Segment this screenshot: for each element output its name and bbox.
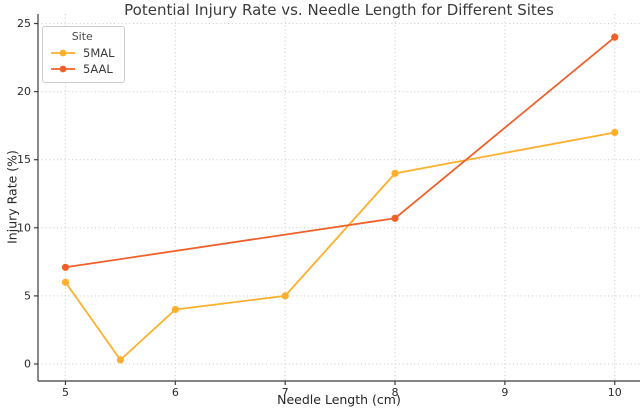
legend-item-5aal: 5AAL	[50, 61, 115, 77]
y-tick-label: 25	[17, 17, 31, 30]
legend: Site 5MAL 5AAL	[42, 26, 125, 83]
data-point-5mal	[171, 305, 179, 314]
y-tick-label: 5	[24, 289, 31, 302]
x-tick-label: 7	[282, 386, 289, 399]
x-tick-label: 8	[392, 386, 399, 399]
x-tick-label: 9	[501, 386, 508, 399]
x-tick-label: 10	[608, 386, 622, 399]
legend-swatch-5aal-icon	[51, 65, 75, 73]
data-point-5mal	[281, 292, 289, 300]
data-point-5mal	[391, 169, 399, 177]
legend-label-5aal: 5AAL	[83, 62, 113, 76]
series-line-5mal	[64, 131, 615, 361]
y-tick-label: 15	[17, 153, 31, 166]
data-point-5aal	[61, 263, 70, 271]
legend-item-5mal: 5MAL	[50, 45, 115, 61]
x-tick-label: 5	[62, 386, 69, 399]
chart-title: Potential Injury Rate vs. Needle Length …	[124, 1, 554, 19]
legend-label-5mal: 5MAL	[83, 46, 115, 60]
legend-swatch-5mal-icon	[51, 49, 75, 57]
data-point-5mal	[611, 128, 619, 137]
x-tick-label: 6	[172, 386, 179, 399]
legend-title: Site	[71, 30, 93, 43]
series-line-5aal	[65, 36, 616, 269]
y-tick-label: 0	[24, 357, 31, 370]
x-axis-label: Needle Length (cm)	[277, 392, 401, 407]
y-tick-label: 20	[17, 85, 31, 98]
data-point-5aal	[611, 33, 619, 41]
data-point-5mal	[61, 278, 70, 286]
y-tick-label: 10	[17, 221, 31, 234]
data-point-5mal	[116, 356, 124, 364]
y-axis-label: Injury Rate (%)	[4, 150, 20, 244]
data-point-5aal	[391, 214, 399, 222]
